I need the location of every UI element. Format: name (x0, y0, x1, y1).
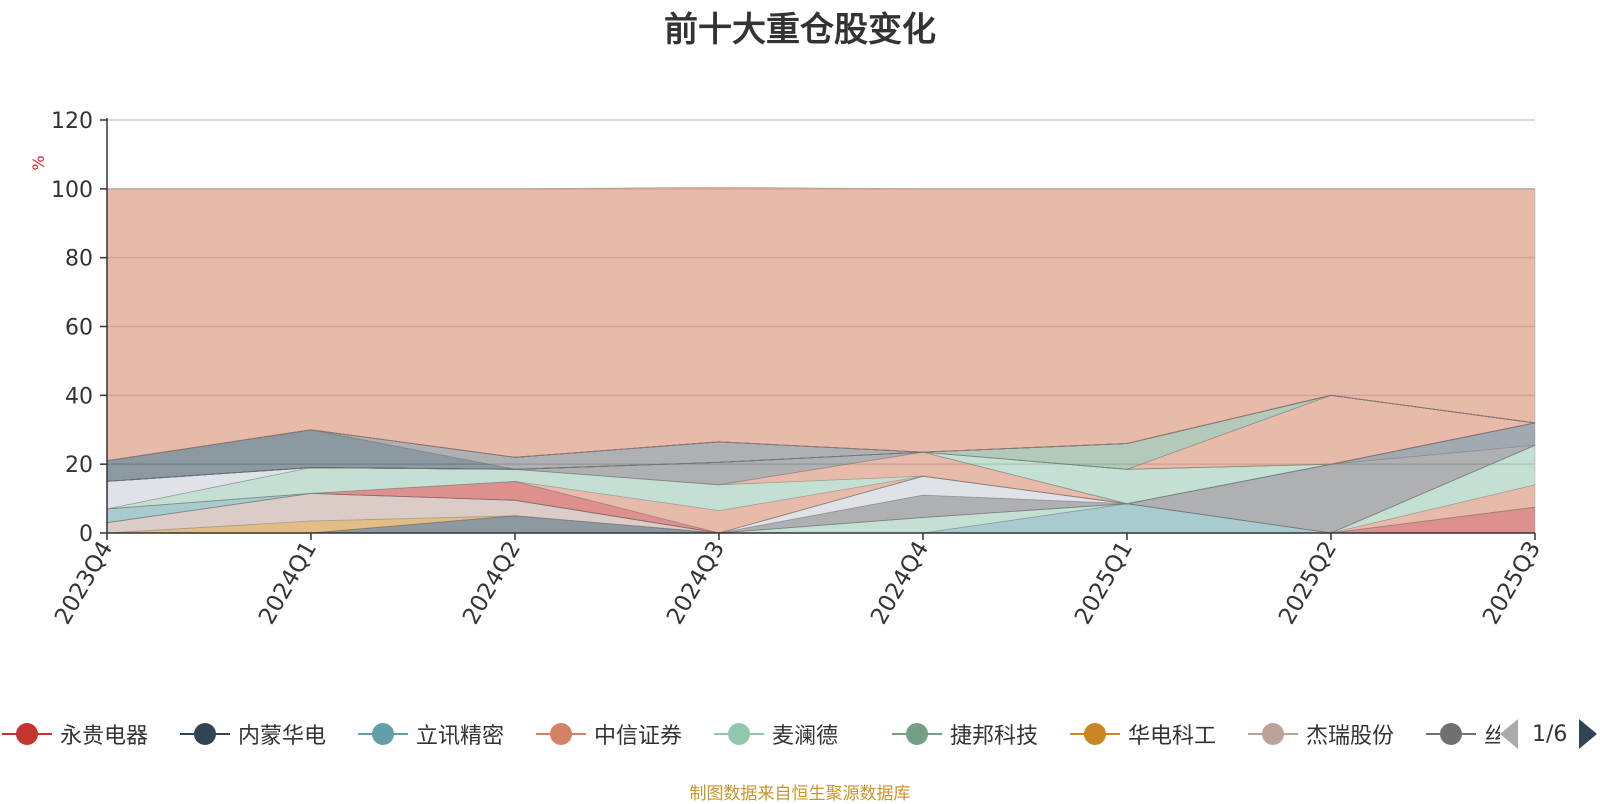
x-tick-label-2024Q1: 2024Q1 (254, 537, 322, 629)
legend-label: 麦澜德 (772, 724, 839, 749)
legend-item-1[interactable]: 内蒙华电 (178, 716, 326, 752)
source-note: 制图数据来自恒生聚源数据库 (689, 784, 911, 804)
y-tick-label-120: 120 (51, 109, 93, 134)
area-series-9 (106, 422, 1536, 534)
y-tick-label-80: 80 (65, 247, 93, 272)
area-series-49 (106, 186, 1536, 462)
y-tick-label-0: 0 (79, 522, 93, 547)
area-layer (106, 186, 1536, 534)
legend-label: 丝路视觉 (1484, 724, 1500, 749)
chart-title: 前十大重仓股变化 (664, 10, 936, 50)
x-tick-label-2024Q2: 2024Q2 (458, 537, 526, 629)
legend-item-8[interactable]: 丝路视觉 (1424, 716, 1500, 752)
legend-marker-icon (892, 723, 942, 745)
legend-item-6[interactable]: 华电科工 (1068, 716, 1216, 752)
legend-marker-icon (180, 723, 230, 745)
legend-label: 永贵电器 (60, 724, 149, 749)
legend-item-0[interactable]: 永贵电器 (0, 716, 148, 752)
legend-item-5[interactable]: 捷邦科技 (890, 716, 1038, 752)
x-tick-label-2023Q4: 2023Q4 (50, 537, 118, 629)
legend-item-4[interactable]: 麦澜德 (712, 716, 838, 752)
legend-marker-icon (1070, 723, 1120, 745)
legend-page-indicator: 1/6 (1532, 721, 1568, 747)
legend-next-page-icon[interactable] (1579, 719, 1598, 749)
legend-label: 杰瑞股份 (1306, 724, 1395, 749)
legend-marker-icon (2, 723, 52, 745)
area-series-4 (107, 444, 1536, 534)
y-tick-label-60: 60 (65, 316, 93, 341)
legend-item-7[interactable]: 杰瑞股份 (1246, 716, 1394, 752)
area-series-3 (107, 484, 1536, 534)
legend: 永贵电器 内蒙华电 立讯精密 中信证券 麦澜德 捷邦科技 华电科工 杰瑞股份 丝路视觉 (0, 716, 1500, 752)
legend-marker-icon (714, 723, 764, 745)
y-tick-label-20: 20 (65, 453, 93, 478)
legend-label: 立讯精密 (416, 724, 505, 749)
legend-label: 中信证券 (594, 724, 683, 749)
legend-prev-page-icon[interactable] (1500, 719, 1518, 749)
x-tick-label-2024Q3: 2024Q3 (662, 537, 730, 629)
y-tick-label-100: 100 (51, 178, 93, 203)
x-tick-label-2025Q2: 2025Q2 (1274, 537, 1342, 629)
x-tick-label-2025Q3: 2025Q3 (1478, 537, 1546, 629)
legend-item-2[interactable]: 立讯精密 (356, 716, 504, 752)
x-tick-label-2024Q4: 2024Q4 (866, 537, 934, 629)
y-axis-label: % (29, 155, 48, 170)
y-tick-label-40: 40 (65, 384, 93, 409)
legend-label: 内蒙华电 (238, 724, 327, 749)
legend-marker-icon (358, 723, 408, 745)
legend-label: 捷邦科技 (950, 724, 1039, 749)
legend-marker-icon (1248, 723, 1298, 745)
legend-pager: 1/6 (1500, 718, 1598, 750)
legend-label: 华电科工 (1128, 724, 1217, 749)
legend-marker-icon (1426, 723, 1476, 745)
legend-marker-icon (536, 723, 586, 745)
x-tick-label-2025Q1: 2025Q1 (1070, 537, 1138, 629)
legend-item-3[interactable]: 中信证券 (534, 716, 682, 752)
